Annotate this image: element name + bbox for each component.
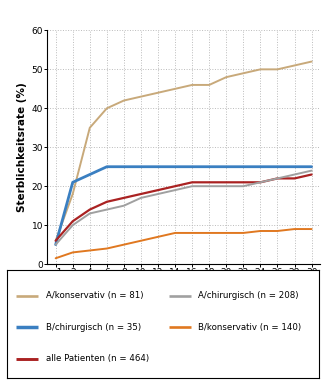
Text: B/chirurgisch (n = 35): B/chirurgisch (n = 35) [46,323,141,332]
Text: A/konservativ (n = 81): A/konservativ (n = 81) [46,291,143,300]
Text: alle Patienten (n = 464): alle Patienten (n = 464) [46,354,149,363]
Y-axis label: Sterblichkeitsrate (%): Sterblichkeitsrate (%) [17,82,27,212]
X-axis label: Tage: Tage [169,280,198,290]
Text: A/chirurgisch (n = 208): A/chirurgisch (n = 208) [198,291,299,300]
Text: GRAFIK: GRAFIK [8,8,58,21]
Text: B/konservativ (n = 140): B/konservativ (n = 140) [198,323,302,332]
